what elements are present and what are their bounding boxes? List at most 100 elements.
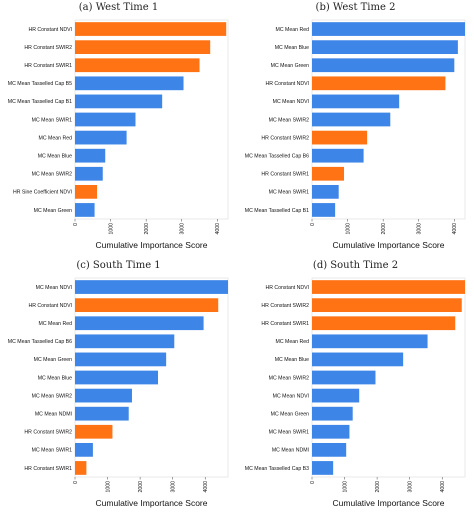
x-tick-label: 0 (73, 481, 79, 484)
bar (312, 58, 455, 73)
category-label: MC Mean Blue (38, 153, 72, 159)
category-label: MC Mean Green (34, 208, 72, 214)
bar (75, 148, 106, 163)
x-tick-label: 3000 (407, 481, 413, 493)
category-label: HR Constant NDVI (28, 303, 72, 309)
x-tick-label: 2000 (138, 481, 144, 493)
category-label: MC Mean Tasselled Cap B5 (8, 81, 72, 87)
category-label: HR Constant SWIR2 (261, 135, 309, 141)
category-label: HR Constant SWIR1 (261, 321, 309, 327)
category-label: MC Mean Red (276, 339, 310, 345)
bar (312, 370, 376, 385)
bar (75, 406, 129, 421)
bar (312, 203, 336, 217)
category-label: MC Mean NDVI (36, 285, 72, 291)
bar (312, 166, 345, 181)
bar (75, 424, 113, 439)
bar (75, 334, 175, 349)
x-tick-label: 4000 (203, 481, 209, 493)
category-label: MC Mean NDVI (273, 393, 309, 399)
bar (312, 334, 428, 349)
x-tick-label: 4000 (215, 223, 221, 235)
bar (312, 298, 462, 313)
x-tick-label: 3000 (180, 223, 186, 235)
category-label: HR Constant SWIR2 (261, 303, 309, 309)
bar (75, 370, 159, 385)
x-tick-label: 0 (73, 223, 79, 226)
x-tick-label: 1000 (345, 223, 351, 235)
category-label: MC Mean Green (34, 357, 72, 363)
bar (75, 352, 167, 367)
x-tick-label: 1000 (342, 481, 348, 493)
x-tick-label: 2000 (144, 223, 150, 235)
chart-svg: (a) West Time 1 HR Constant NDVI HR Consta… (8, 2, 229, 250)
category-label: MC Mean Green (271, 411, 309, 417)
x-tick-label: 1000 (105, 481, 111, 493)
panel-south-time-2: (d) South Time 2 HR Constant NDVI HR Const… (237, 258, 474, 516)
bar (75, 94, 163, 109)
bar (312, 316, 456, 331)
bar (312, 94, 400, 109)
category-label: MC Mean Blue (275, 45, 309, 51)
category-label: MC Mean SWIR1 (269, 190, 309, 196)
bar (75, 298, 219, 313)
category-label: HR Constant SWIR1 (24, 466, 72, 472)
bar (312, 352, 404, 367)
category-label: MC Mean NDMI (272, 448, 309, 454)
bar (75, 130, 127, 145)
category-label: HR Constant NDVI (265, 285, 309, 291)
bar (312, 424, 350, 439)
category-label: HR Constant NDVI (265, 81, 309, 87)
x-tick-label: 1000 (108, 223, 114, 235)
category-label: MC Mean Tasselled Cap B1 (245, 208, 309, 214)
bar (75, 388, 132, 403)
category-label: MC Mean NDMI (35, 411, 72, 417)
chart-title: (d) South Time 2 (313, 260, 398, 271)
category-label: MC Mean Tasselled Cap B1 (8, 99, 72, 105)
category-label: MC Mean Red (276, 27, 310, 33)
x-tick-label: 2000 (375, 481, 381, 493)
category-label: MC Mean Red (39, 135, 73, 141)
bar (312, 442, 347, 457)
category-label: MC Mean SWIR1 (32, 448, 72, 454)
bar (75, 442, 93, 457)
bar (312, 184, 339, 199)
bar (312, 406, 353, 421)
panel-south-time-1: (c) South Time 1 MC Mean NDVI HR Constant … (0, 258, 237, 516)
chart-title: (b) West Time 2 (316, 2, 396, 13)
x-tick-label: 3000 (417, 223, 423, 235)
category-label: MC Mean NDVI (273, 99, 309, 105)
bar (75, 280, 228, 294)
category-label: HR Sine Coefficient NDVI (13, 190, 72, 196)
x-tick-label: 0 (310, 223, 316, 226)
bar (75, 58, 200, 73)
panel-west-time-1: (a) West Time 1 HR Constant NDVI HR Consta… (0, 0, 237, 258)
chart-title: (a) West Time 1 (79, 2, 158, 13)
bar (312, 388, 360, 403)
category-label: HR Constant NDVI (28, 27, 72, 33)
bar (75, 203, 95, 217)
category-label: HR Constant SWIR1 (24, 63, 72, 69)
bar (75, 40, 211, 55)
panel-west-time-2: (b) West Time 2 MC Mean Red MC Mean Blue MC… (237, 0, 474, 258)
x-tick-label: 4000 (452, 223, 458, 235)
x-axis-label: Cumulative Importance Score (96, 240, 208, 250)
x-axis-label: Cumulative Importance Score (333, 498, 445, 508)
category-label: MC Mean Blue (275, 357, 309, 363)
bar (312, 130, 368, 145)
category-label: HR Constant SWIR1 (261, 172, 309, 178)
bar (312, 40, 458, 55)
bar (75, 22, 227, 36)
category-label: MC Mean Green (271, 63, 309, 69)
bar (312, 148, 364, 163)
bar (75, 76, 184, 91)
category-label: MC Mean SWIR2 (269, 375, 309, 381)
bar (75, 184, 98, 199)
category-label: MC Mean Tasselled Cap B3 (245, 466, 309, 472)
x-tick-label: 0 (310, 481, 316, 484)
bar (75, 112, 136, 127)
bar (312, 22, 465, 36)
chart-title: (c) South Time 1 (76, 260, 160, 271)
bar (312, 461, 334, 475)
bar (312, 76, 446, 91)
